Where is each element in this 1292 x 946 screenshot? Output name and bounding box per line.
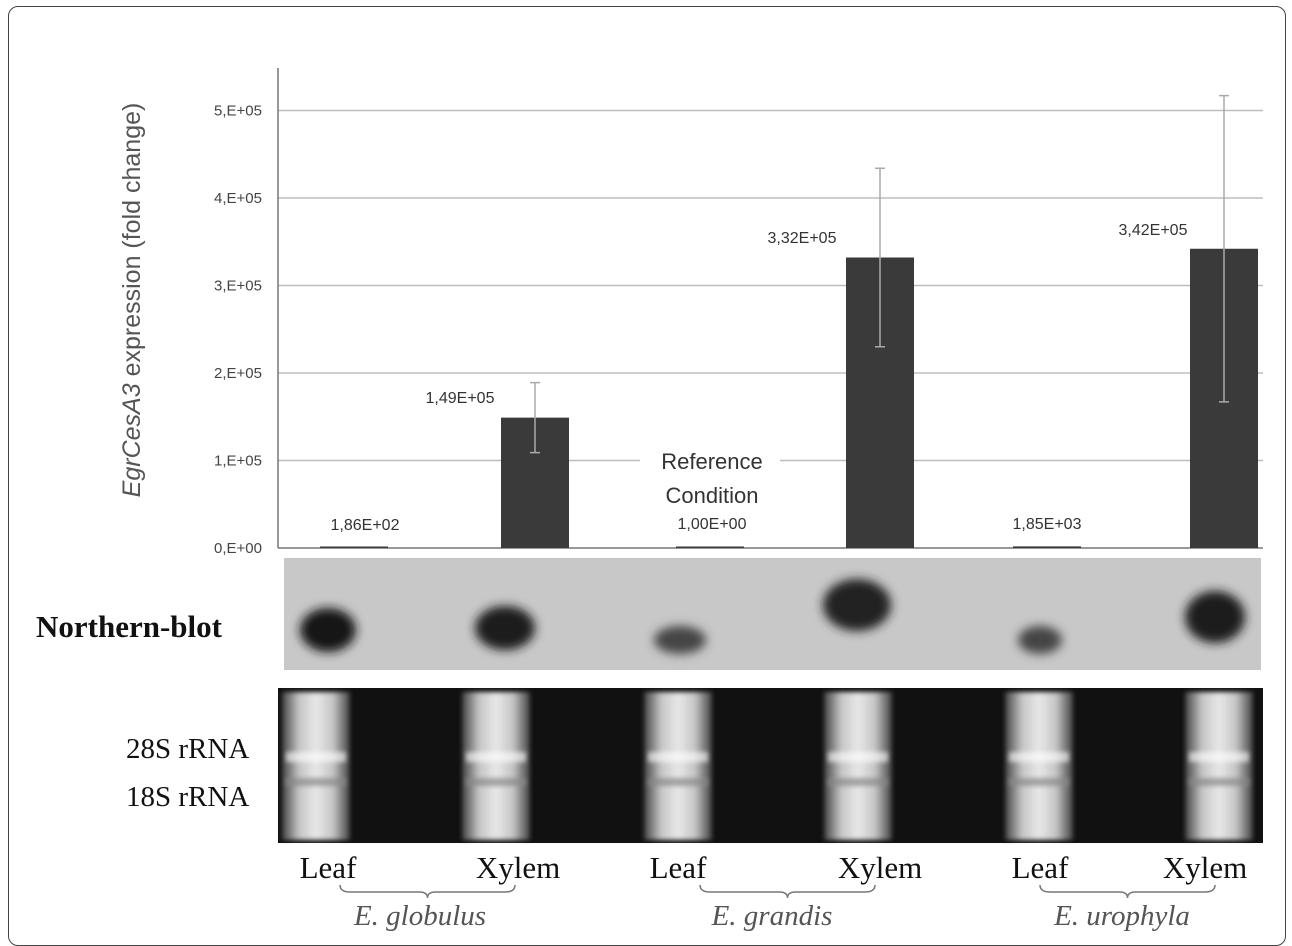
y-tick-label: 0,E+00	[214, 540, 262, 557]
category-label: Xylem	[1163, 850, 1247, 885]
band-28s	[828, 752, 888, 762]
band-18s	[1009, 778, 1069, 786]
group-label: E. grandis	[711, 900, 833, 932]
gel-lanes	[282, 692, 1253, 840]
group-brace	[1039, 884, 1216, 899]
y-tick-labels: 0,E+00 1,E+05 2,E+05 3,E+05 4,E+05 5,E+05	[214, 103, 262, 558]
data-label: 1,85E+03	[1013, 516, 1082, 533]
data-label: 3,42E+05	[1119, 222, 1188, 239]
group-label: E. globulus	[353, 900, 486, 932]
category-label: Leaf	[300, 850, 357, 885]
band-18s	[1189, 778, 1249, 786]
annotation-background	[640, 447, 780, 511]
y-axis-title-rest: expression (fold change)	[118, 103, 146, 384]
rrna-18s-label: 18S rRNA	[126, 781, 249, 813]
northern-band	[654, 626, 706, 654]
band-18s	[648, 778, 708, 786]
bar	[320, 546, 388, 548]
gel-lane	[1005, 692, 1073, 840]
band-28s	[1189, 752, 1249, 762]
northern-band	[475, 606, 535, 650]
y-axis-title-gene: EgrCesA3	[118, 383, 146, 497]
y-tick-label: 3,E+05	[214, 278, 262, 295]
rrna-gel-panel	[278, 688, 1263, 843]
northern-blot-label: Northern-blot	[36, 609, 223, 644]
data-label: 1,49E+05	[426, 390, 495, 407]
grid-lines	[278, 109, 1263, 549]
band-28s	[466, 752, 526, 762]
band-18s	[466, 778, 526, 786]
data-label: 1,86E+02	[331, 517, 400, 534]
category-label: Xylem	[476, 850, 560, 885]
gel-lane	[282, 692, 350, 840]
data-labels: 1,86E+02 1,49E+05 1,00E+00 3,32E+05 1,85E+03…	[331, 222, 1188, 534]
y-tick-label: 1,E+05	[214, 453, 262, 470]
category-label: Leaf	[1012, 850, 1069, 885]
group-brace	[699, 884, 876, 899]
northern-band	[300, 608, 356, 652]
data-label: 3,32E+05	[768, 230, 837, 247]
bar	[676, 546, 744, 548]
gel-lane	[824, 692, 892, 840]
y-tick-label: 2,E+05	[214, 365, 262, 382]
y-tick-label: 5,E+05	[214, 103, 262, 120]
annotation-line1: Reference	[661, 449, 763, 474]
error-bars	[530, 94, 1229, 454]
group-brace	[339, 884, 516, 899]
data-label: 1,00E+00	[678, 516, 747, 533]
gel-lane	[1185, 692, 1253, 840]
northern-band	[823, 579, 891, 631]
band-28s	[1009, 752, 1069, 762]
annotation-line2: Condition	[666, 483, 759, 508]
northern-band	[1185, 591, 1245, 643]
band-18s	[828, 778, 888, 786]
y-tick-label: 4,E+05	[214, 190, 262, 207]
group-label: E. urophyla	[1053, 900, 1190, 932]
group-braces	[339, 884, 1216, 899]
northern-bands	[300, 579, 1245, 654]
category-label: Leaf	[650, 850, 707, 885]
gel-lane	[644, 692, 712, 840]
y-axis-title: EgrCesA3 expression (fold change)	[118, 103, 146, 498]
band-18s	[286, 778, 346, 786]
group-labels: E. globulus E. grandis E. urophyla	[353, 900, 1190, 932]
northern-band	[1018, 626, 1062, 654]
bar	[1013, 546, 1081, 548]
band-28s	[648, 752, 708, 762]
category-labels: Leaf Xylem Leaf Xylem Leaf Xylem	[300, 850, 1248, 885]
band-28s	[286, 752, 346, 762]
rrna-28s-label: 28S rRNA	[126, 733, 249, 765]
category-label: Xylem	[838, 850, 922, 885]
gel-lane	[462, 692, 530, 840]
northern-blot-panel	[284, 558, 1261, 670]
